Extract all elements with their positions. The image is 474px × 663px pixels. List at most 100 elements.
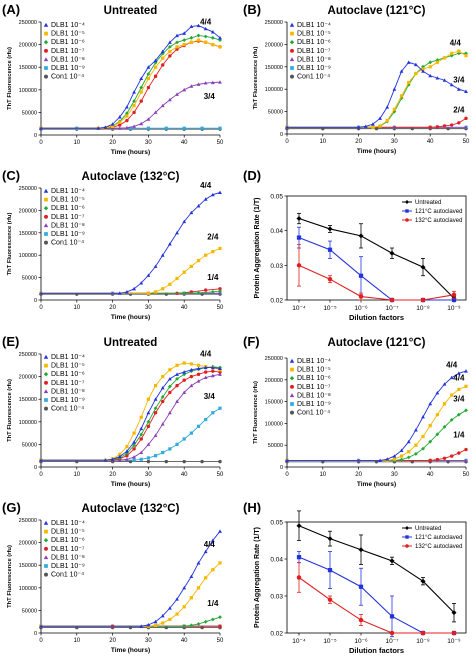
legend-label: DLB1 10⁻⁵ [51, 31, 85, 38]
panel-g: (G) Autoclave (132°C) 0 50000 100000 150000 20… [2, 500, 224, 654]
x-axis-label: Dilution factors [349, 646, 404, 655]
annotation: 1/4 [207, 273, 219, 282]
data-point [389, 250, 395, 256]
data-point [196, 258, 201, 263]
data-point [218, 366, 222, 370]
data-point [442, 456, 447, 460]
data-point [175, 276, 179, 281]
data-point [96, 126, 101, 130]
x-tick-label: 40 [181, 305, 188, 311]
annotation: 4/4 [200, 349, 212, 358]
data-point [464, 408, 468, 413]
data-point [160, 422, 165, 426]
legend-marker [290, 31, 294, 36]
x-tick-label: 10⁻⁵ [323, 638, 337, 645]
y-tick-label: 100000 [265, 87, 283, 93]
legend-marker [289, 376, 295, 381]
plot-frame [286, 521, 467, 634]
data-point [358, 617, 364, 623]
data-point [189, 596, 193, 600]
data-point [410, 126, 415, 131]
legend-label: DLB1 10⁻⁸ [51, 554, 85, 561]
data-point [132, 458, 136, 462]
data-point [218, 459, 222, 464]
x-tick-label: 0 [39, 472, 43, 478]
x-tick-label: 20 [109, 140, 116, 146]
x-tick-label: 50 [217, 472, 224, 478]
x-tick-label: 30 [145, 140, 152, 146]
data-point [218, 246, 222, 251]
legend-label: DLB1 10⁻⁶ [51, 371, 85, 378]
data-point [449, 418, 454, 422]
data-point [196, 622, 201, 626]
data-point [160, 386, 165, 390]
y-tick-label: 50000 [22, 110, 37, 116]
data-point [203, 619, 208, 624]
x-tick-label: 10⁻⁸ [416, 638, 430, 645]
data-point [428, 401, 433, 406]
annotation: 4/4 [446, 361, 458, 370]
data-point [153, 406, 158, 411]
data-point [378, 458, 382, 462]
y-axis-label: ThT Fluorescence (rfu) [7, 379, 13, 442]
series-line [41, 373, 221, 461]
data-point [161, 621, 165, 625]
legend-marker [289, 57, 295, 62]
annotation: 1/4 [453, 430, 465, 439]
data-point [296, 523, 302, 529]
legend-label: DLB1 10⁻⁵ [297, 31, 331, 38]
legend-label: DLB1 10⁻⁸ [51, 388, 85, 395]
data-point [449, 123, 454, 127]
x-tick-label: 10⁻⁶ [354, 305, 368, 312]
data-point [450, 393, 454, 397]
y-tick-label: 0.03 [270, 263, 283, 270]
data-point [132, 443, 136, 448]
annotation: 2/4 [207, 233, 219, 242]
x-tick-label: 30 [145, 305, 152, 311]
data-point [196, 204, 201, 208]
data-point [146, 419, 151, 424]
data-point [117, 126, 122, 130]
data-point [413, 62, 418, 67]
data-point [189, 84, 194, 88]
series-group [285, 49, 468, 131]
legend-marker [43, 188, 49, 193]
data-point [118, 120, 122, 124]
data-point [285, 125, 289, 129]
series-line [298, 525, 455, 614]
data-point [168, 54, 172, 58]
data-point [164, 459, 169, 464]
data-point [464, 384, 468, 388]
data-point [371, 122, 375, 126]
data-point [168, 390, 172, 395]
data-point [167, 44, 172, 49]
legend-marker [44, 214, 48, 219]
data-point [153, 264, 158, 268]
data-point [161, 399, 165, 404]
data-point [182, 361, 186, 365]
data-point [196, 290, 201, 295]
x-tick-label: 40 [181, 638, 188, 644]
data-point [406, 455, 411, 460]
legend-marker [405, 526, 409, 530]
data-point [128, 625, 133, 630]
panel-a: (A) Untreated 0 50000 100000 150000 200000 2500… [2, 2, 224, 156]
panel-label: (B) [243, 2, 261, 17]
legend-label: DLB1 10⁻⁶ [297, 39, 331, 46]
data-point [182, 42, 186, 47]
data-point [327, 276, 333, 282]
legend-marker [290, 410, 294, 415]
legend-marker [43, 389, 49, 394]
x-tick-label: 50 [217, 638, 224, 644]
data-point [196, 23, 201, 28]
legend: Untreated 121°C autoclaved 132°C autoclave… [402, 200, 462, 224]
legend-marker [44, 232, 48, 236]
data-point [132, 431, 136, 435]
panel-label: (F) [243, 334, 260, 349]
data-point [296, 555, 302, 560]
data-point [182, 605, 186, 609]
data-point [160, 395, 165, 399]
data-point [196, 38, 201, 42]
